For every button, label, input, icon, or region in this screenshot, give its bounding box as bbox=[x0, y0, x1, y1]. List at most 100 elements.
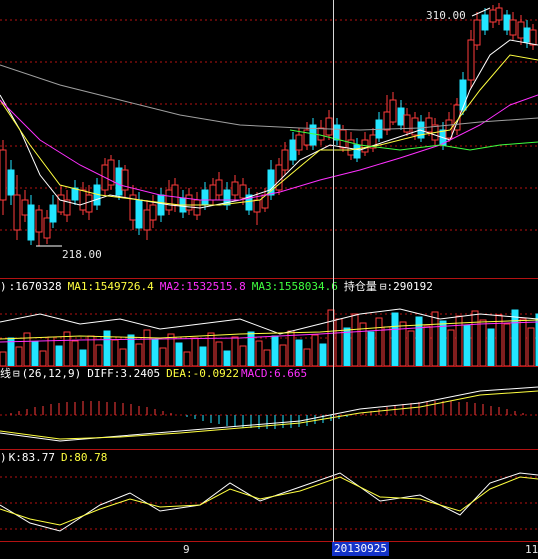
volume-bar bbox=[191, 337, 199, 366]
candle-body bbox=[397, 107, 405, 126]
ma-gray-line bbox=[0, 64, 538, 131]
volume-bar bbox=[247, 331, 255, 366]
volume-ma1: MA1:1549726.4 bbox=[67, 280, 154, 293]
candle-body bbox=[149, 204, 157, 221]
volume-prefix: ) bbox=[0, 280, 7, 293]
panel-divider bbox=[0, 449, 538, 450]
ma-white-line bbox=[0, 39, 538, 209]
volume-bar bbox=[63, 331, 71, 366]
macd-chart[interactable] bbox=[0, 381, 538, 449]
volume-bar bbox=[367, 331, 375, 366]
kd-chart[interactable] bbox=[0, 465, 538, 541]
dea-line bbox=[0, 390, 538, 440]
ma-yellow-line bbox=[0, 54, 538, 206]
x-axis-label-left: 9 bbox=[183, 543, 190, 556]
volume-bar bbox=[311, 334, 319, 366]
candle-body bbox=[503, 14, 511, 31]
candle-body bbox=[333, 124, 341, 141]
volume-bar bbox=[287, 330, 295, 366]
candle-body bbox=[49, 204, 57, 223]
volume-bar bbox=[495, 314, 503, 366]
macd-params: (26,12,9) bbox=[21, 367, 82, 380]
collapse-icon[interactable]: ⊟ bbox=[13, 367, 20, 380]
crosshair-vertical-line bbox=[333, 0, 334, 542]
volume-bar bbox=[479, 319, 487, 366]
low-price-label: 218.00 bbox=[62, 248, 102, 261]
candle-body bbox=[115, 167, 123, 196]
volume-bar bbox=[471, 310, 479, 366]
volume-bar bbox=[423, 325, 431, 366]
macd-prefix: 线 bbox=[0, 367, 11, 380]
candle-body bbox=[523, 27, 531, 43]
volume-bar bbox=[0, 351, 7, 366]
candle-body bbox=[445, 119, 453, 139]
volume-bar bbox=[175, 342, 183, 366]
candle-body bbox=[135, 199, 143, 229]
collapse-icon[interactable]: ⊟ bbox=[379, 280, 387, 293]
volume-bar bbox=[383, 326, 391, 366]
macd-panel[interactable] bbox=[0, 381, 538, 449]
volume-bar bbox=[399, 321, 407, 366]
volume-bar bbox=[327, 309, 335, 366]
panel-divider bbox=[0, 541, 538, 542]
x-axis-label-right: 11 bbox=[525, 543, 538, 556]
candlestick-chart[interactable] bbox=[0, 0, 538, 278]
volume-bar bbox=[487, 328, 495, 366]
volume-bar bbox=[103, 330, 111, 366]
candle-body bbox=[425, 117, 433, 133]
panel-divider bbox=[0, 278, 538, 279]
volume-bar bbox=[343, 327, 351, 366]
volume-bar bbox=[87, 335, 95, 366]
candle-body bbox=[403, 114, 411, 133]
volume-bar bbox=[127, 334, 135, 366]
volume-bar bbox=[151, 338, 159, 366]
candle-body bbox=[165, 189, 173, 211]
volume-bar bbox=[407, 330, 415, 366]
volume-panel[interactable] bbox=[0, 294, 538, 366]
volume-bar bbox=[447, 329, 455, 366]
ma-green-line bbox=[289, 129, 538, 151]
volume-bar bbox=[255, 340, 263, 366]
cursor-date-label: 20130925 bbox=[332, 542, 389, 556]
volume-bars-chart[interactable] bbox=[0, 294, 538, 366]
candle-body bbox=[79, 189, 87, 211]
macd-indicator-strip: 线 ⊟ (26,12,9) DIFF:3.2405 DEA:-0.0922 MACD:6.… bbox=[0, 367, 538, 381]
volume-bar bbox=[335, 318, 343, 366]
candle-body bbox=[353, 144, 361, 159]
volume-ma1-line bbox=[0, 319, 538, 340]
candle-body bbox=[57, 194, 65, 213]
price-panel[interactable]: 310.00 218.00 bbox=[0, 0, 538, 278]
volume-bar bbox=[207, 332, 215, 366]
candle-body bbox=[489, 9, 497, 23]
volume-bar bbox=[263, 349, 271, 366]
volume-bar bbox=[455, 315, 463, 366]
volume-bar bbox=[39, 350, 47, 366]
candle-body bbox=[529, 29, 537, 46]
volume-ma2: MA2:1532515.8 bbox=[159, 280, 246, 293]
candle-body bbox=[481, 14, 489, 31]
open-interest-line bbox=[0, 308, 538, 335]
volume-bar bbox=[167, 333, 175, 366]
kd-prefix: ) bbox=[0, 451, 7, 464]
candle-body bbox=[517, 21, 525, 39]
volume-bar bbox=[271, 335, 279, 366]
volume-ma2-line bbox=[0, 321, 538, 343]
volume-ma3: MA3:1558034.6 bbox=[251, 280, 338, 293]
ma-magenta-line bbox=[0, 94, 538, 201]
volume-bar bbox=[183, 351, 191, 366]
volume-bar bbox=[7, 337, 15, 366]
candle-body bbox=[157, 194, 165, 216]
volume-bar bbox=[503, 323, 511, 366]
volume-bar bbox=[79, 349, 87, 366]
open-interest-label: 持仓量 bbox=[343, 280, 377, 293]
candle-body bbox=[309, 124, 317, 146]
candle-body bbox=[369, 134, 377, 149]
volume-bar bbox=[439, 320, 447, 366]
volume-bar bbox=[511, 309, 519, 366]
candle-body bbox=[281, 149, 289, 171]
candle-body bbox=[85, 194, 93, 213]
volume-bar bbox=[111, 339, 119, 366]
kd-panel[interactable] bbox=[0, 465, 538, 541]
candle-body bbox=[209, 184, 217, 201]
